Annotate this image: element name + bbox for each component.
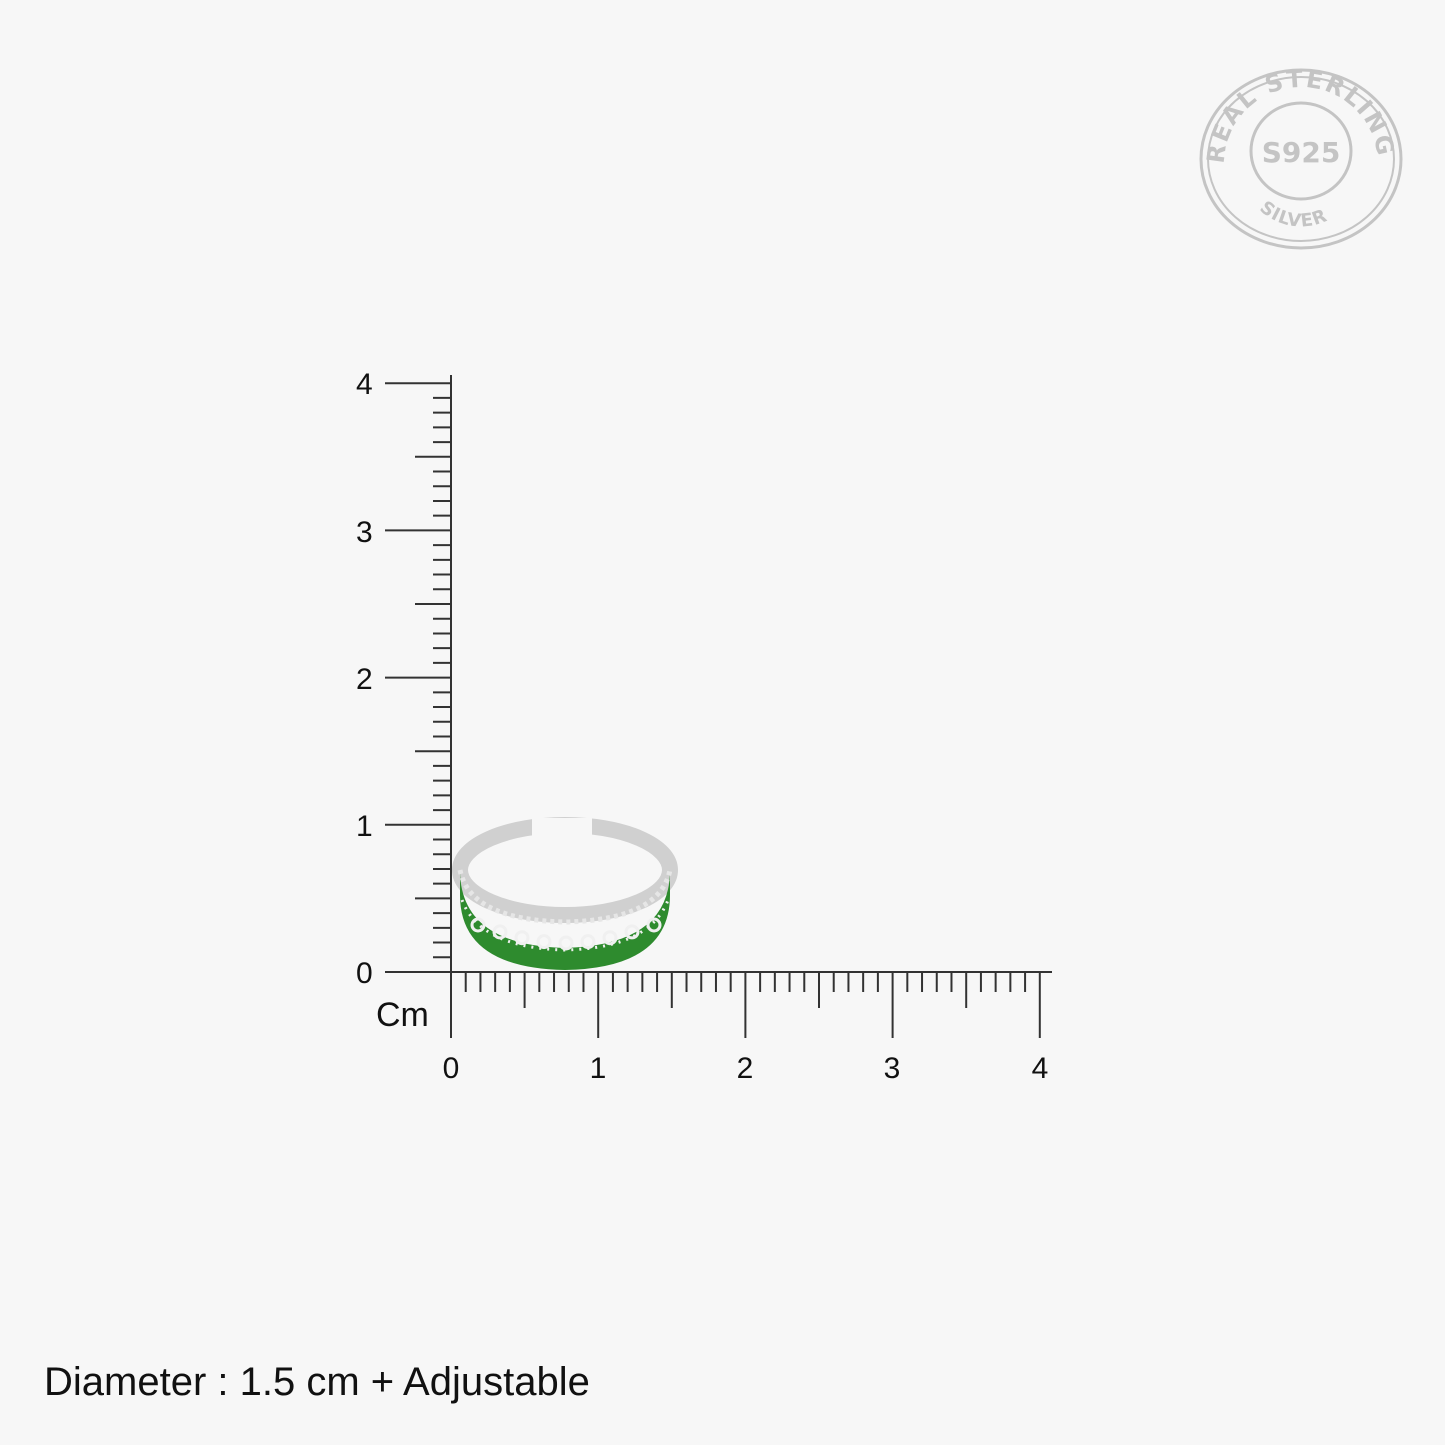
ring-motif	[492, 924, 508, 940]
y-tick-label: 0	[356, 957, 373, 990]
diameter-caption: Diameter : 1.5 cm + Adjustable	[44, 1360, 590, 1404]
y-tick-label: 2	[356, 663, 373, 696]
seal-center-text: S925	[1262, 136, 1341, 169]
ring-image	[452, 817, 678, 970]
x-tick-label: 4	[1032, 1052, 1049, 1085]
ring-motif	[624, 924, 640, 940]
ring-motif	[558, 935, 574, 951]
ring-motif	[470, 917, 486, 933]
x-tick-label: 3	[884, 1052, 901, 1085]
y-tick-label: 3	[356, 516, 373, 549]
seal-bottom-text: SILVER	[1256, 197, 1330, 232]
sterling-silver-seal: REAL STERLING S925 SILVER	[1199, 68, 1403, 250]
svg-text:SILVER: SILVER	[1256, 197, 1331, 232]
y-tick-label: 1	[356, 810, 373, 843]
x-tick-label: 0	[443, 1052, 460, 1085]
unit-label: Cm	[376, 996, 429, 1034]
ring-motif	[580, 934, 596, 950]
ring-motif	[536, 934, 552, 950]
y-tick-label: 4	[356, 368, 373, 401]
x-tick-label: 1	[590, 1052, 607, 1085]
ring-motif	[514, 930, 530, 946]
ring-motif	[646, 917, 662, 933]
x-tick-label: 2	[737, 1052, 754, 1085]
ring-motif	[602, 930, 618, 946]
